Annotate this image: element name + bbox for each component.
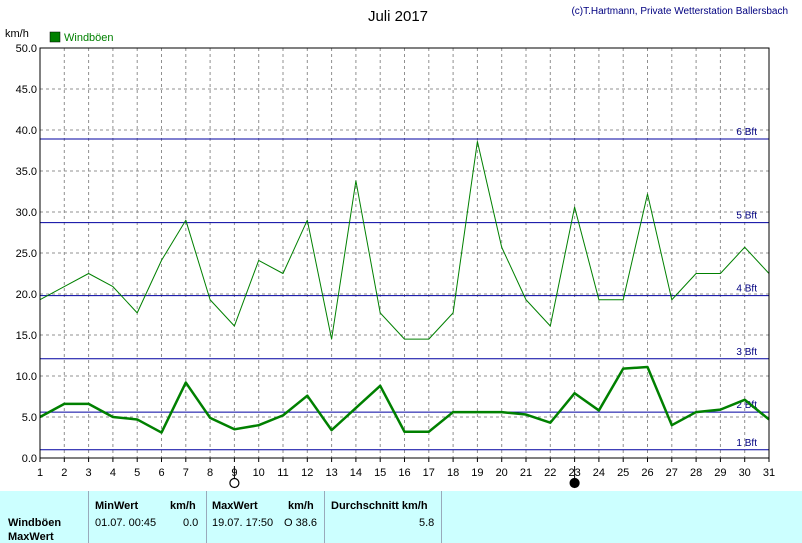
x-tick-label: 29 <box>714 467 726 479</box>
y-tick-label: 45.0 <box>16 84 37 96</box>
beaufort-label: 5 Bft <box>736 211 757 222</box>
avg-header: Durchschnitt km/h <box>331 500 428 512</box>
x-tick-label: 26 <box>641 467 653 479</box>
x-tick-label: 25 <box>617 467 629 479</box>
x-tick-label: 6 <box>158 467 164 479</box>
chart-canvas: Juli 2017 (c)T.Hartmann, Private Wetters… <box>5 6 788 489</box>
max-header: MaxWert <box>212 500 258 512</box>
x-tick-label: 12 <box>301 467 313 479</box>
x-tick-label: 14 <box>350 467 362 479</box>
x-tick-label: 30 <box>739 467 751 479</box>
plot-frame <box>39 47 770 459</box>
beaufort-label: 6 Bft <box>736 127 757 138</box>
x-tick-label: 4 <box>110 467 116 479</box>
x-tick-label: 1 <box>37 467 43 479</box>
x-tick-label: 15 <box>374 467 386 479</box>
x-tick-label: 13 <box>325 467 337 479</box>
x-tick-label: 31 <box>763 467 775 479</box>
series-line-mean <box>39 365 770 434</box>
y-tick-label: 25.0 <box>16 248 37 260</box>
x-tick-label: 19 <box>471 467 483 479</box>
min-datetime: 01.07. 00:45 <box>95 517 157 529</box>
y-axis-label: km/h <box>5 28 29 40</box>
y-tick-label: 0.0 <box>22 453 37 465</box>
y-tick-label: 15.0 <box>16 330 37 342</box>
y-tick-label: 35.0 <box>16 166 37 178</box>
beaufort-label: 2 Bft <box>736 400 757 411</box>
max-value: O 38.6 <box>284 517 318 529</box>
chart-credit: (c)T.Hartmann, Private Wetterstation Bal… <box>571 6 788 17</box>
chart-title: Juli 2017 <box>368 8 428 25</box>
stats-row-label-windboeen: Windböen <box>8 517 62 529</box>
beaufort-label: 1 Bft <box>736 438 757 449</box>
x-tick-label: 17 <box>423 467 435 479</box>
x-tick-label: 28 <box>690 467 702 479</box>
x-tick-label: 5 <box>134 467 140 479</box>
min-value: 0.0 <box>183 517 199 529</box>
x-tick-label: 18 <box>447 467 459 479</box>
x-tick-label: 22 <box>544 467 556 479</box>
x-tick-label: 21 <box>520 467 532 479</box>
beaufort-label: 3 Bft <box>736 347 757 358</box>
stats-row-label-maxwert: MaxWert <box>8 531 54 543</box>
x-tick-label: 20 <box>496 467 508 479</box>
x-tick-label: 10 <box>253 467 265 479</box>
x-tick-label: 3 <box>86 467 92 479</box>
x-tick-label: 27 <box>666 467 678 479</box>
new-moon-icon <box>569 477 580 489</box>
series-line-max <box>39 140 770 340</box>
x-tick-label: 11 <box>277 467 288 479</box>
y-tick-label: 40.0 <box>16 125 37 137</box>
x-tick-label: 8 <box>207 467 213 479</box>
full-moon-icon <box>229 477 240 489</box>
x-tick-label: 2 <box>61 467 67 479</box>
x-tick-label: 24 <box>593 467 605 479</box>
legend-swatch <box>49 31 61 43</box>
min-unit-header: km/h <box>170 500 196 512</box>
avg-value: 5.8 <box>419 517 435 529</box>
y-tick-label: 20.0 <box>16 289 37 301</box>
y-tick-label: 30.0 <box>16 207 37 219</box>
x-tick-label: 7 <box>183 467 189 479</box>
y-tick-label: 50.0 <box>16 43 37 55</box>
min-header: MinWert <box>95 500 139 512</box>
y-tick-label: 10.0 <box>16 371 37 383</box>
max-datetime: 19.07. 17:50 <box>212 517 274 529</box>
stats-panel: Windböen MaxWert MinWert km/h 01.07. 00:… <box>0 491 802 543</box>
legend-label: Windböen <box>64 32 114 44</box>
y-tick-label: 5.0 <box>22 412 37 424</box>
max-unit-header: km/h <box>288 500 314 512</box>
x-tick-label: 16 <box>398 467 410 479</box>
beaufort-label: 4 Bft <box>736 284 757 295</box>
